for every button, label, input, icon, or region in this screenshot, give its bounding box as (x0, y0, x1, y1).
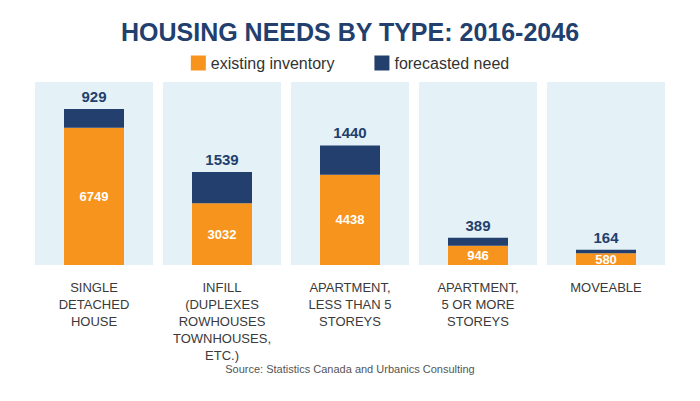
svg-text:APARTMENT,: APARTMENT, (309, 280, 390, 295)
svg-text:STOREYS: STOREYS (447, 314, 509, 329)
svg-text:ETC.): ETC.) (205, 348, 239, 363)
svg-text:3032: 3032 (208, 227, 237, 242)
svg-text:HOUSE: HOUSE (71, 314, 118, 329)
svg-text:HOUSING NEEDS BY TYPE: 2016-20: HOUSING NEEDS BY TYPE: 2016-2046 (121, 18, 579, 46)
svg-text:1539: 1539 (205, 151, 238, 168)
svg-text:929: 929 (81, 88, 106, 105)
svg-text:STOREYS: STOREYS (319, 314, 381, 329)
svg-text:DETACHED: DETACHED (59, 297, 130, 312)
svg-text:MOVEABLE: MOVEABLE (570, 280, 642, 295)
svg-text:APARTMENT,: APARTMENT, (437, 280, 518, 295)
svg-text:1440: 1440 (333, 124, 366, 141)
svg-text:forecasted need: forecasted need (394, 55, 509, 72)
svg-text:TOWNHOUSES,: TOWNHOUSES, (173, 331, 271, 346)
svg-text:4438: 4438 (336, 212, 365, 227)
svg-text:INFILL: INFILL (202, 280, 241, 295)
svg-text:389: 389 (465, 217, 490, 234)
svg-text:164: 164 (593, 229, 619, 246)
svg-text:580: 580 (595, 252, 617, 267)
svg-text:(DUPLEXES: (DUPLEXES (185, 297, 259, 312)
svg-text:Source: Statistics Canada and: Source: Statistics Canada and Urbanics C… (225, 363, 474, 375)
svg-text:6749: 6749 (80, 189, 109, 204)
svg-text:SINGLE: SINGLE (70, 280, 118, 295)
svg-text:LESS THAN 5: LESS THAN 5 (309, 297, 392, 312)
svg-text:946: 946 (467, 248, 489, 263)
svg-text:ROWHOUSES: ROWHOUSES (179, 314, 266, 329)
svg-text:5 OR MORE: 5 OR MORE (442, 297, 515, 312)
svg-text:existing inventory: existing inventory (211, 55, 335, 72)
